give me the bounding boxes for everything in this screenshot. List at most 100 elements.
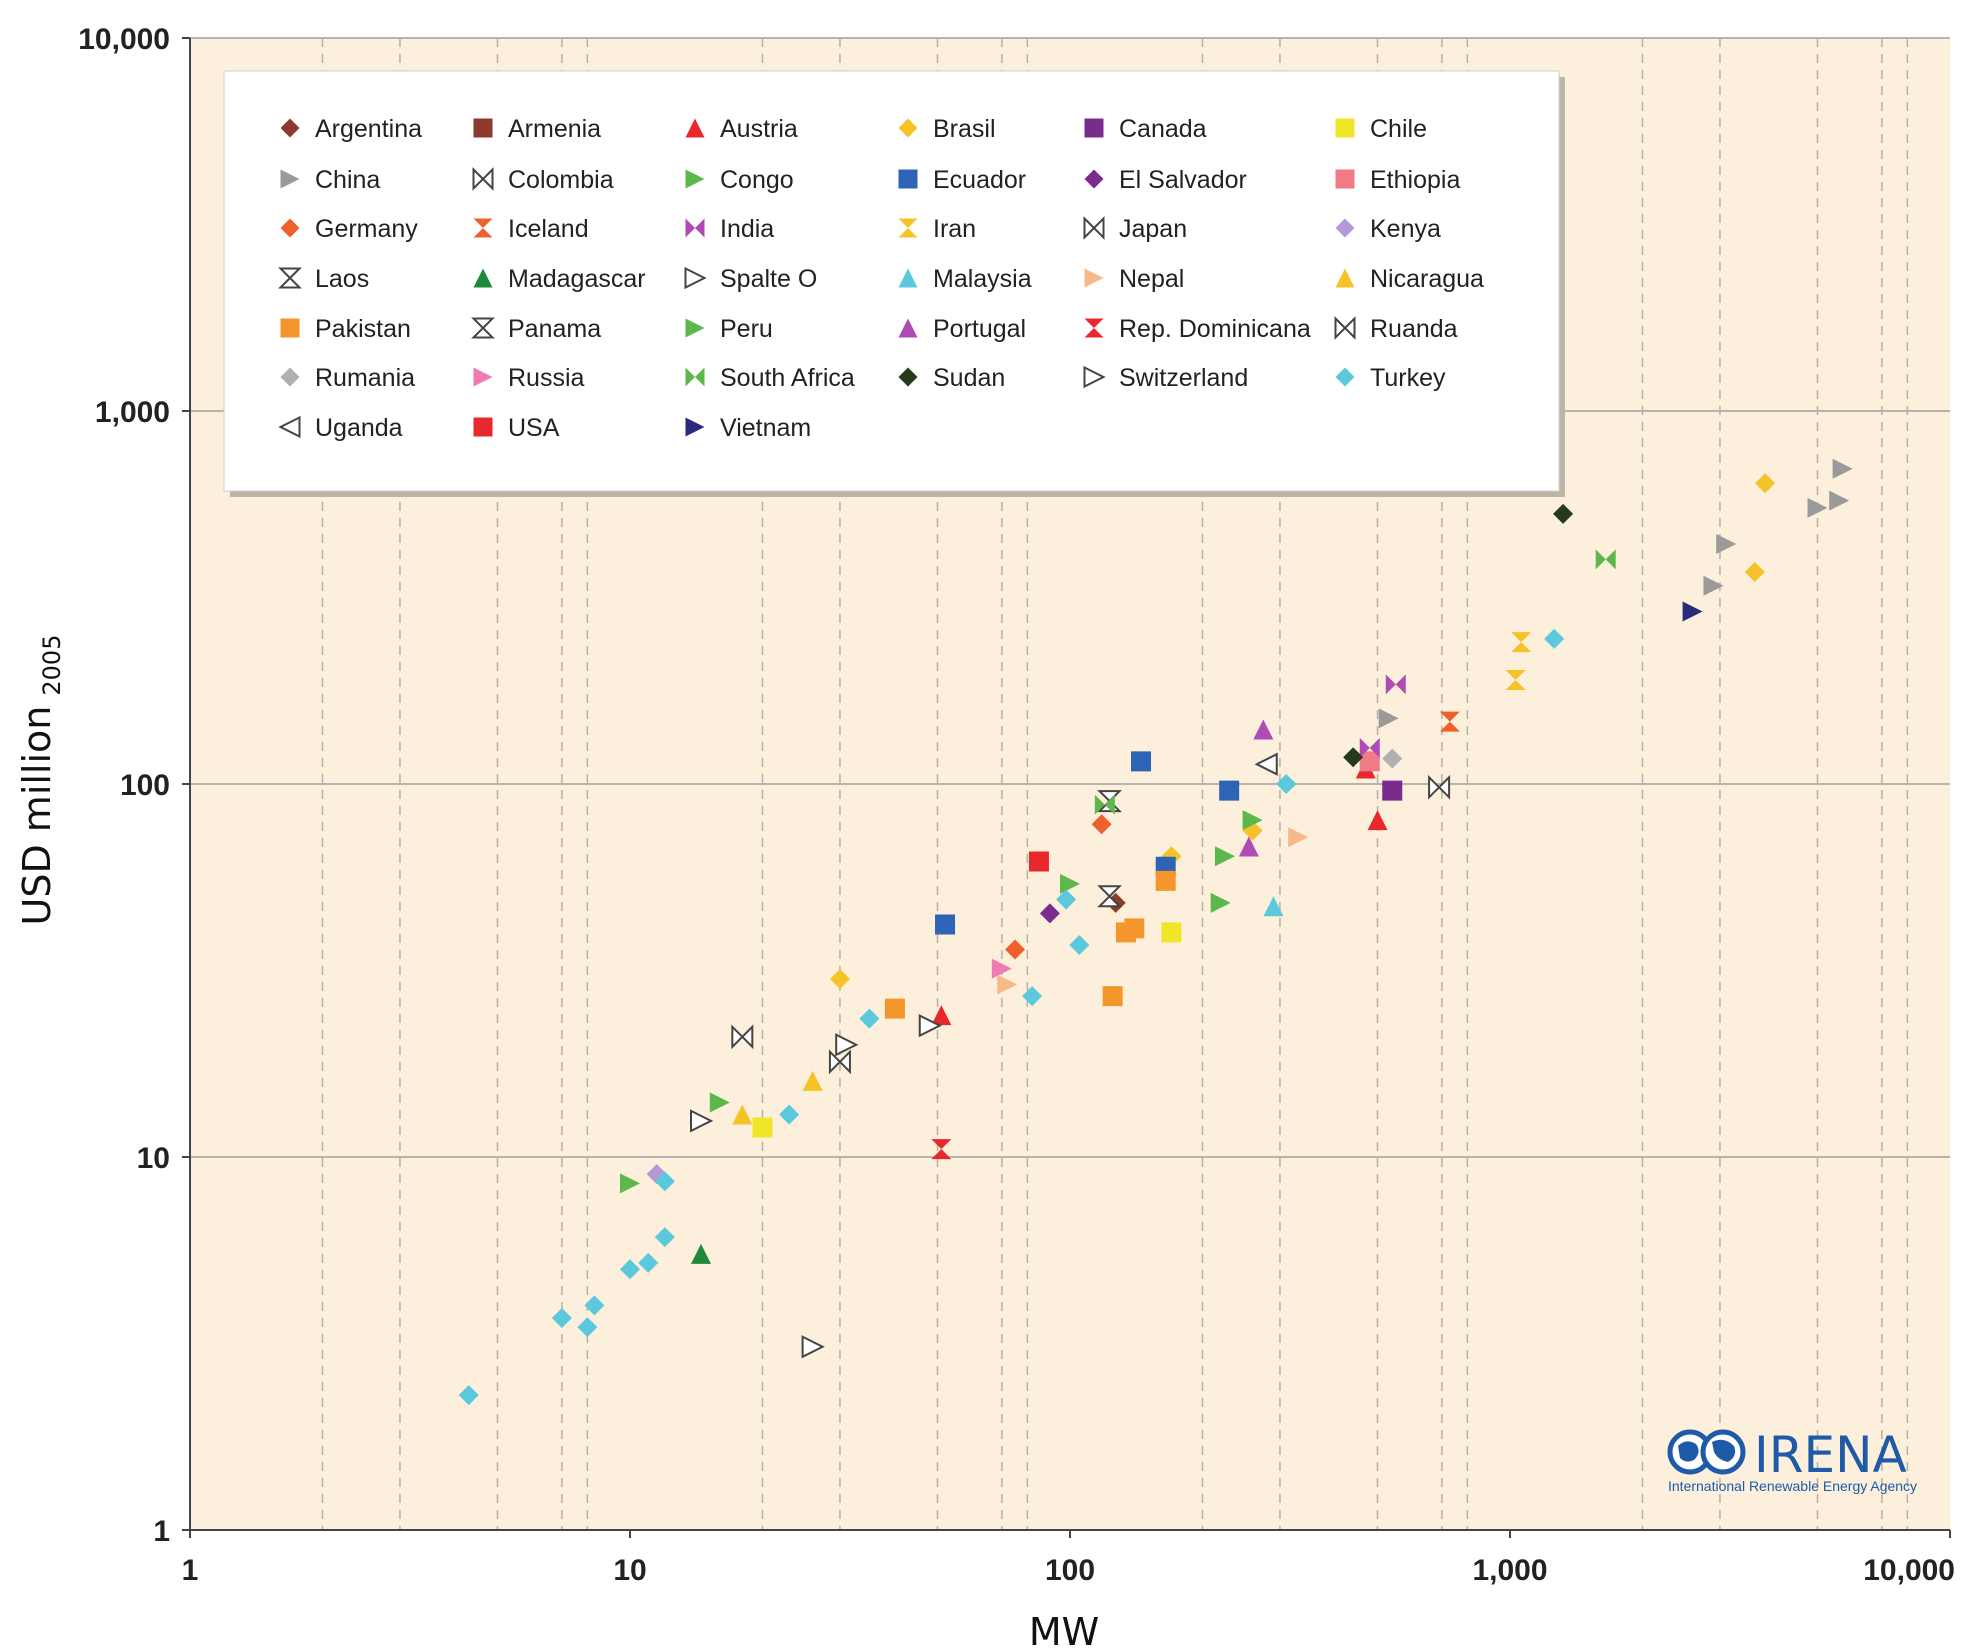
data-point-japan bbox=[828, 1049, 851, 1075]
data-point-ethiopia bbox=[1359, 751, 1380, 772]
y-tick-label: 1,000 bbox=[95, 396, 170, 429]
data-point-madagascar bbox=[691, 1243, 712, 1264]
data-point-india bbox=[1359, 737, 1380, 758]
data-point-iran bbox=[1511, 632, 1532, 653]
legend-marker-nepal bbox=[1084, 268, 1104, 288]
legend-marker-rep-dominicana bbox=[1084, 318, 1104, 338]
data-point-rep-dominicana bbox=[931, 1139, 952, 1160]
legend-marker-brasil bbox=[898, 118, 918, 138]
legend-marker-kenya bbox=[1335, 218, 1355, 238]
legend-marker-pakistan bbox=[280, 318, 300, 338]
legend-marker-iran bbox=[898, 218, 918, 238]
legend-label-russia: Russia bbox=[508, 364, 585, 392]
data-point-brasil bbox=[1755, 473, 1776, 494]
legend-marker-ethiopia bbox=[1335, 169, 1355, 189]
data-point-china bbox=[1832, 458, 1853, 479]
legend-label-uganda: Uganda bbox=[315, 414, 403, 442]
legend-marker-argentina bbox=[280, 118, 300, 138]
data-point-turkey bbox=[1056, 889, 1077, 910]
data-point-china bbox=[1716, 533, 1737, 554]
legend-marker-nicaragua bbox=[1335, 268, 1355, 288]
data-point-portugal bbox=[1253, 719, 1274, 740]
legend-label-switzerland: Switzerland bbox=[1119, 364, 1248, 392]
legend-label-congo: Congo bbox=[720, 166, 794, 194]
data-point-sudan bbox=[1343, 747, 1364, 768]
legend-label-madagascar: Madagascar bbox=[508, 265, 646, 293]
data-point-spalte-o bbox=[835, 1033, 859, 1057]
data-point-austria bbox=[1367, 810, 1388, 831]
legend-marker-colombia bbox=[472, 167, 494, 191]
data-point-congo bbox=[1060, 873, 1080, 894]
y-axis-title-subscript: 2005 bbox=[38, 635, 66, 696]
legend-label-turkey: Turkey bbox=[1370, 364, 1446, 392]
data-point-nicaragua bbox=[802, 1070, 823, 1091]
legend-marker-usa bbox=[473, 417, 493, 437]
legend-marker-iceland bbox=[473, 218, 493, 238]
data-point-ecuador bbox=[1131, 751, 1152, 772]
legend-label-japan: Japan bbox=[1119, 215, 1187, 243]
legend-label-ruanda: Ruanda bbox=[1370, 315, 1458, 343]
y-axis-title-main: USD million bbox=[15, 706, 59, 926]
data-point-south-africa bbox=[1595, 549, 1616, 570]
data-point-turkey bbox=[654, 1171, 675, 1192]
data-point-austria bbox=[931, 1005, 952, 1026]
x-tick-label: 1 bbox=[182, 1554, 199, 1587]
legend-label-vietnam: Vietnam bbox=[720, 414, 811, 442]
irena-logo: IRENA International Renewable Energy Age… bbox=[1667, 1426, 1917, 1494]
data-point-pakistan bbox=[884, 998, 905, 1019]
data-point-india bbox=[1385, 674, 1406, 695]
y-axis-title: USD million 2005 bbox=[15, 635, 66, 926]
legend-label-laos: Laos bbox=[315, 265, 369, 293]
x-tick-label: 1,000 bbox=[1472, 1554, 1547, 1587]
data-point-colombia bbox=[1428, 774, 1451, 800]
data-point-vietnam bbox=[1682, 601, 1703, 622]
axes: 1 10 100 1,000 10,000 1 10 100 1,000 10,000 bbox=[78, 23, 1955, 1587]
legend-marker-congo bbox=[685, 169, 705, 189]
y-tick-label: 1 bbox=[153, 1515, 170, 1548]
legend-marker-peru bbox=[685, 318, 705, 338]
legend-label-nepal: Nepal bbox=[1119, 265, 1184, 293]
data-point-uganda bbox=[1254, 752, 1278, 776]
data-point-iceland bbox=[1439, 711, 1460, 732]
legend-label-pakistan: Pakistan bbox=[315, 315, 411, 343]
legend-marker-south-africa bbox=[685, 367, 705, 387]
legend-label-rep-dominicana: Rep. Dominicana bbox=[1119, 315, 1311, 343]
legend-marker-portugal bbox=[898, 318, 918, 338]
legend-marker-india bbox=[685, 218, 705, 238]
data-point-sudan bbox=[1553, 503, 1574, 524]
data-point-chile bbox=[752, 1117, 773, 1138]
legend-label-argentina: Argentina bbox=[315, 115, 422, 143]
data-point-usa bbox=[1028, 851, 1049, 872]
data-point-south-africa bbox=[1094, 794, 1115, 815]
logo-tagline: International Renewable Energy Agency bbox=[1668, 1478, 1917, 1494]
data-point-rumania bbox=[1382, 748, 1403, 769]
data-point-brasil bbox=[829, 969, 850, 990]
legend-marker-canada bbox=[1084, 118, 1104, 138]
globe-icon bbox=[1667, 1429, 1746, 1475]
legend-marker-panama bbox=[471, 317, 495, 339]
legend: Argentina Armenia Austria Brasil Canada Chile… bbox=[223, 70, 1565, 497]
data-point-spalte-o bbox=[801, 1335, 825, 1359]
data-point-peru bbox=[1214, 846, 1235, 867]
data-point-ecuador bbox=[935, 914, 956, 935]
data-point-malaysia bbox=[1263, 896, 1284, 917]
legend-marker-chile bbox=[1335, 118, 1355, 138]
data-point-iran bbox=[1505, 670, 1526, 691]
legend-label-canada: Canada bbox=[1119, 115, 1207, 143]
data-point-turkey bbox=[779, 1104, 800, 1125]
data-point-peru bbox=[1210, 892, 1231, 913]
legend-label-nicaragua: Nicaragua bbox=[1370, 265, 1484, 293]
x-axis-title: MW bbox=[1029, 1610, 1099, 1650]
data-point-turkey bbox=[1276, 774, 1297, 794]
data-point-peru bbox=[709, 1092, 730, 1113]
data-point-nicaragua bbox=[732, 1104, 753, 1125]
legend-label-malaysia: Malaysia bbox=[933, 265, 1032, 293]
legend-label-colombia: Colombia bbox=[508, 166, 614, 194]
data-points bbox=[458, 458, 1853, 1406]
legend-marker-ecuador bbox=[898, 169, 918, 189]
data-point-spalte-o bbox=[690, 1109, 714, 1133]
legend-marker-japan bbox=[1083, 216, 1105, 240]
data-point-laos bbox=[1097, 885, 1122, 908]
legend-label-usa: USA bbox=[508, 414, 560, 442]
legend-marker-sudan bbox=[898, 367, 918, 387]
